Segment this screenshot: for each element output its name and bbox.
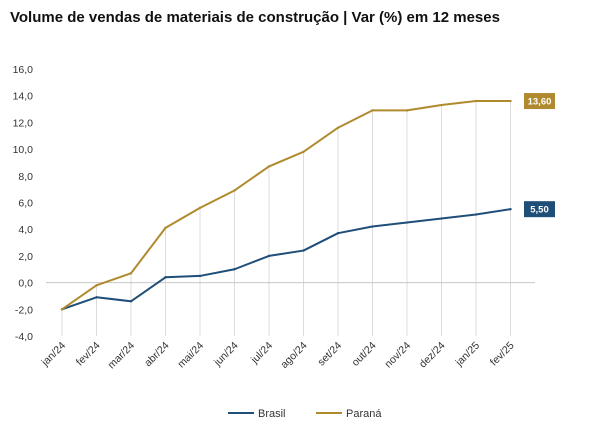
data-point — [95, 296, 98, 299]
x-tick-label: abr/24 — [142, 340, 172, 370]
data-point — [60, 308, 64, 311]
data-point — [129, 300, 133, 303]
data-point — [198, 206, 202, 210]
x-tick-label: nov/24 — [382, 340, 413, 371]
series-line-brasil — [61, 208, 511, 311]
data-point — [164, 226, 167, 230]
x-tick-label: fev/25 — [488, 340, 517, 369]
end-label: 13,60 — [528, 97, 552, 108]
legend-label: Brasil — [258, 408, 286, 420]
x-tick-label: jan/25 — [453, 340, 483, 370]
x-tick-label: jun/24 — [211, 340, 241, 370]
data-point — [474, 213, 478, 216]
y-tick-label: 12,0 — [13, 117, 34, 129]
data-point — [302, 249, 305, 252]
end-label-box — [524, 93, 555, 110]
x-tick-label: set/24 — [315, 340, 344, 369]
y-tick-label: 4,0 — [18, 224, 33, 236]
data-point — [440, 217, 443, 220]
data-point — [233, 189, 236, 192]
data-point — [371, 109, 374, 112]
x-tick-label: mai/24 — [175, 340, 206, 371]
y-tick-label: 6,0 — [18, 198, 33, 210]
end-label: 5,50 — [530, 205, 549, 216]
data-point — [267, 165, 271, 168]
data-point — [474, 99, 478, 103]
x-tick-label: dez/24 — [417, 340, 448, 371]
y-tick-label: 8,0 — [18, 171, 33, 183]
data-point — [302, 150, 305, 153]
x-tick-label: jul/24 — [248, 340, 275, 367]
data-point — [336, 232, 340, 235]
data-point — [95, 284, 98, 287]
y-tick-label: 16,0 — [13, 64, 34, 76]
x-tick-label: jan/24 — [39, 340, 69, 370]
x-tick-label: out/24 — [349, 340, 378, 369]
x-tick-label: fev/24 — [74, 340, 103, 369]
y-tick-label: -4,0 — [15, 331, 33, 343]
data-point — [405, 109, 409, 112]
data-point — [509, 99, 512, 103]
y-tick-label: 2,0 — [18, 251, 33, 263]
data-point — [371, 225, 374, 228]
data-point — [233, 268, 236, 271]
y-tick-label: 0,0 — [18, 278, 33, 290]
data-point — [129, 272, 133, 275]
y-tick-label: 14,0 — [13, 91, 34, 103]
data-point — [267, 254, 271, 258]
series-line-paran — [61, 100, 511, 311]
y-tick-label: 10,0 — [13, 144, 34, 156]
data-point — [509, 207, 512, 211]
data-point — [440, 103, 443, 107]
x-tick-label: ago/24 — [278, 340, 309, 371]
chart-title: Volume de vendas de materiais de constru… — [10, 9, 500, 26]
data-point — [336, 126, 340, 129]
data-point — [164, 276, 167, 279]
data-point — [198, 274, 202, 278]
end-label-box — [524, 201, 555, 218]
data-point — [405, 221, 409, 224]
y-tick-label: -2,0 — [15, 304, 33, 316]
x-tick-label: mar/24 — [106, 340, 138, 372]
legend-label: Paraná — [346, 408, 382, 420]
